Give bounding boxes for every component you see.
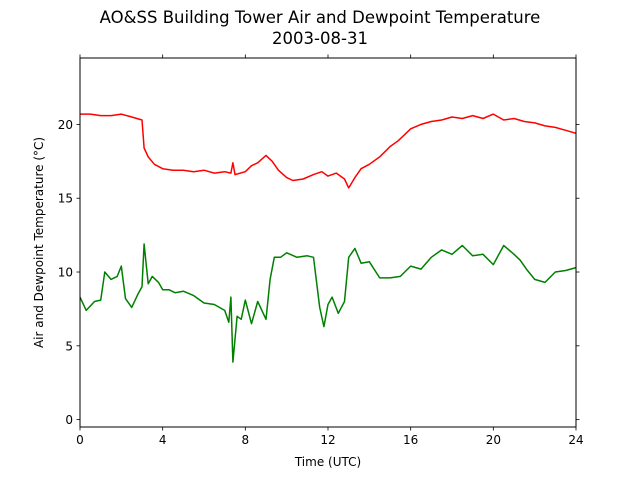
y-axis-label: Air and Dewpoint Temperature (°C): [32, 137, 46, 348]
x-tick-label: 16: [403, 433, 418, 447]
y-tick-label: 15: [58, 192, 73, 206]
plot-background: [80, 58, 576, 427]
y-tick-label: 20: [58, 118, 73, 132]
y-tick-label: 0: [65, 413, 73, 427]
axis-ticks: 0 4 8 12 16 20 24 0 5 10 15 20: [58, 54, 584, 447]
plot-frame: [79, 57, 577, 428]
dewpoint-temperature-line: [79, 243, 577, 363]
x-axis-label: Time (UTC): [294, 455, 361, 469]
x-tick-label: 24: [568, 433, 583, 447]
y-tick-label: 5: [65, 339, 73, 353]
chart-subtitle: 2003-08-31: [272, 29, 368, 48]
series-layer: [79, 113, 577, 363]
x-tick-label: 8: [242, 433, 250, 447]
x-tick-label: 12: [320, 433, 335, 447]
air-temperature-line: [80, 113, 577, 189]
x-tick-label: 4: [159, 433, 167, 447]
chart-title: AO&SS Building Tower Air and Dewpoint Te…: [99, 8, 541, 27]
x-tick-label: 0: [76, 433, 84, 447]
y-tick-label: 10: [58, 266, 73, 280]
x-tick-label: 20: [486, 433, 501, 447]
